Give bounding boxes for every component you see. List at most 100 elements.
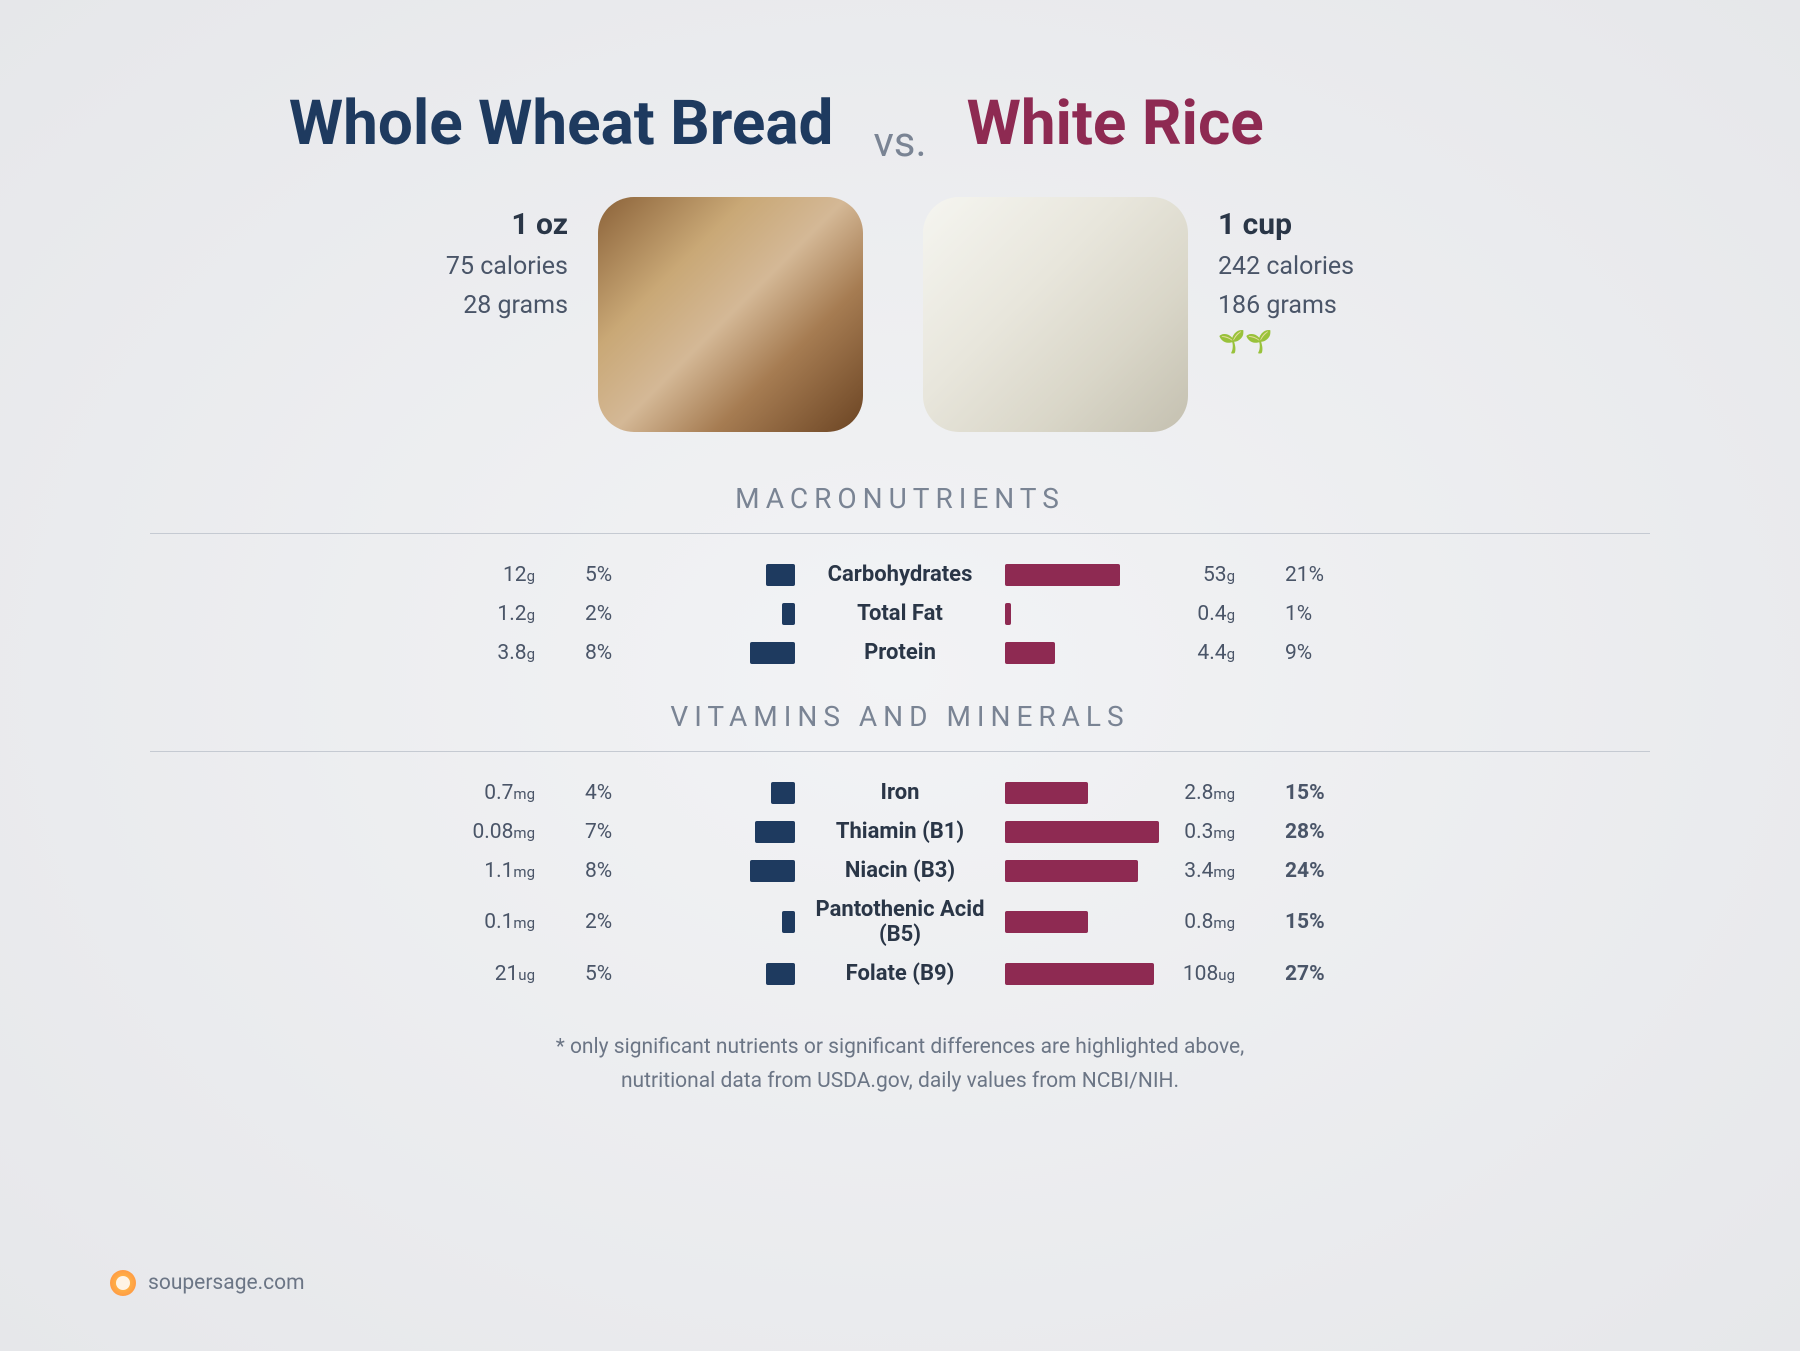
bar-left [750,860,795,882]
calories-right: 242 calories [1218,252,1354,281]
value-left: 1.2g 2% [385,602,635,626]
section-macronutrients: MACRONUTRIENTS [150,482,1650,515]
nutrient-label: Folate (B9) [795,961,1005,986]
bar-left-wrap [635,963,795,985]
vitamins-container: 0.7mg4%Iron2.8mg15%0.08mg7%Thiamin (B1)0… [150,780,1650,986]
value-right: 53g 21% [1165,563,1415,587]
bar-left [782,603,795,625]
amount-left: 1.2g [465,602,535,626]
bar-left [782,911,795,933]
percent-right: 27% [1285,962,1335,986]
nutrient-label: Total Fat [795,601,1005,626]
brand-text: soupersage.com [148,1271,305,1295]
amount-left: 0.1mg [465,910,535,934]
percent-right: 28% [1285,820,1335,844]
value-left: 21ug 5% [385,962,635,986]
amount-left: 0.08mg [465,820,535,844]
footnote-line1: * only significant nutrients or signific… [150,1031,1650,1065]
info-row: 1 oz 75 calories 28 grams 1 cup 242 calo… [150,197,1650,432]
nutrient-row: 0.7mg 4% Iron 2.8mg15% [150,780,1650,805]
nutrient-label: Protein [795,640,1005,665]
bar-left [750,642,795,664]
value-right: 108ug 27% [1165,962,1415,986]
nutrient-row: 0.1mg 2% Pantothenic Acid (B5) 0.8mg15% [150,897,1650,947]
bar-area: Pantothenic Acid (B5) [635,897,1165,947]
bar-area: Folate (B9) [635,961,1165,986]
bar-area: Iron [635,780,1165,805]
nutrient-label: Iron [795,780,1005,805]
percent-left: 5% [585,962,635,986]
leaf-icons: 🌱🌱 [1218,330,1273,355]
value-right: 2.8mg15% [1165,781,1415,805]
value-left: 0.7mg 4% [385,781,635,805]
bar-right-wrap [1005,821,1165,843]
bar-left [766,963,795,985]
bar-right-wrap [1005,782,1165,804]
bar-right [1005,911,1088,933]
amount-right: 0.4g [1165,602,1235,626]
info-block-left: 1 oz 75 calories 28 grams [446,197,863,432]
bar-left-wrap [635,564,795,586]
brand: soupersage.com [110,1270,305,1296]
percent-left: 2% [585,910,635,934]
title-left: Whole Wheat Bread [150,90,833,158]
value-left: 12g5% [385,563,635,587]
macros-container: 12g5% Carbohydrates 53g 21% 1.2g 2% Total Fat 0… [150,562,1650,665]
percent-left: 4% [585,781,635,805]
value-right: 0.4g 1% [1165,602,1415,626]
nutrient-label: Carbohydrates [795,562,1005,587]
title-right: White Rice [967,90,1650,158]
stats-right: 1 cup 242 calories 186 grams 🌱🌱 [1218,197,1354,355]
bar-right [1005,564,1120,586]
info-block-right: 1 cup 242 calories 186 grams 🌱🌱 [923,197,1354,432]
value-left: 1.1mg8% [385,859,635,883]
calories-left: 75 calories [446,252,568,281]
bar-left [771,782,795,804]
bar-left [755,821,795,843]
nutrient-row: 3.8g8%Protein4.4g9% [150,640,1650,665]
amount-right: 0.3mg [1165,820,1235,844]
value-right: 0.8mg15% [1165,910,1415,934]
bar-right [1005,782,1088,804]
value-right: 0.3mg 28% [1165,820,1415,844]
bar-area: Niacin (B3) [635,858,1165,883]
percent-left: 7% [585,820,635,844]
amount-left: 0.7mg [465,781,535,805]
bar-right-wrap [1005,642,1165,664]
bar-right [1005,821,1159,843]
percent-right: 24% [1285,859,1335,883]
percent-right: 21% [1285,563,1335,587]
food-image-rice [923,197,1188,432]
amount-left: 1.1mg [465,859,535,883]
amount-right: 3.4mg [1165,859,1235,883]
nutrient-row: 1.2g 2% Total Fat 0.4g 1% [150,601,1650,626]
header-row: Whole Wheat Bread vs. White Rice [150,90,1650,167]
footnote: * only significant nutrients or signific… [150,1031,1650,1098]
bar-right [1005,963,1154,985]
bar-left-wrap [635,782,795,804]
amount-right: 0.8mg [1165,910,1235,934]
value-left: 0.1mg 2% [385,910,635,934]
grams-left: 28 grams [463,291,568,320]
stats-left: 1 oz 75 calories 28 grams [446,197,568,320]
percent-right: 1% [1285,602,1335,626]
divider [150,533,1650,534]
vs-label: vs. [873,90,926,167]
brand-logo-icon [110,1270,136,1296]
nutrient-row: 0.08mg 7%Thiamin (B1)0.3mg 28% [150,819,1650,844]
percent-left: 5% [585,563,635,587]
value-left: 0.08mg 7% [385,820,635,844]
bar-left-wrap [635,821,795,843]
amount-right: 53g [1165,563,1235,587]
bar-left-wrap [635,911,795,933]
bar-left [766,564,795,586]
amount-right: 108ug [1165,962,1235,986]
nutrient-label: Pantothenic Acid (B5) [795,897,1005,947]
bar-right [1005,642,1055,664]
percent-left: 2% [585,602,635,626]
nutrient-label: Niacin (B3) [795,858,1005,883]
bar-area: Thiamin (B1) [635,819,1165,844]
bar-right-wrap [1005,603,1165,625]
amount-left: 21ug [465,962,535,986]
bar-right [1005,860,1138,882]
